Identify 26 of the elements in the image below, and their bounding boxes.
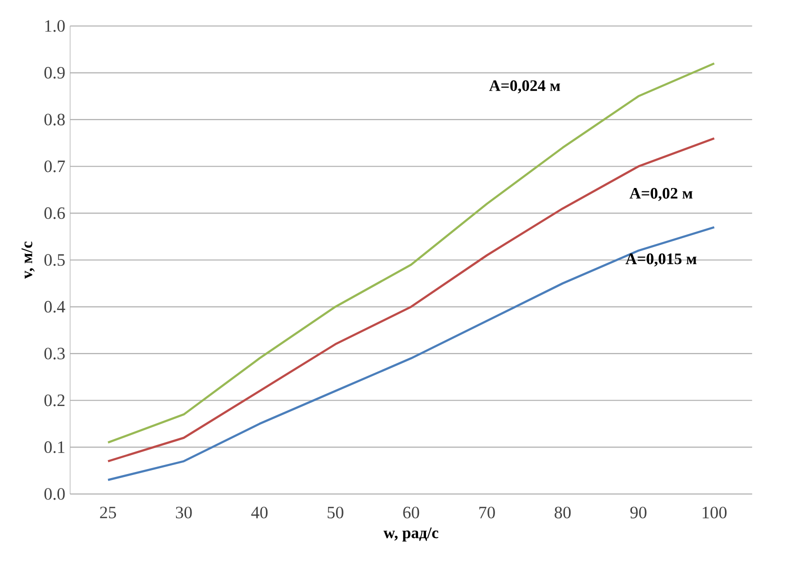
x-tick-label: 40 (251, 506, 268, 518)
text: A=0,024 м (489, 80, 560, 94)
y-tick-label: 0.4 (44, 300, 66, 313)
y-tick-label: 0.9 (44, 66, 65, 79)
x-tick-label: 90 (630, 506, 646, 518)
y-tick-label: 0.5 (44, 254, 65, 266)
x-tick-label: 70 (479, 506, 495, 518)
x-tick-label: 80 (554, 506, 571, 518)
line-series (106, 62, 716, 444)
x-tick-label: 25 (100, 506, 116, 518)
y-tick-label: 0.6 (44, 207, 65, 220)
x-tick-label: 60 (403, 506, 420, 518)
series-label: A=0,015 м (626, 253, 696, 267)
y-tick-label: 0.8 (44, 114, 65, 126)
x-axis-title: w, рад/с (384, 528, 438, 542)
x-tick-label: 50 (328, 506, 344, 518)
y-tick-label: 0.2 (44, 394, 64, 406)
x-tick-label: 100 (702, 506, 727, 518)
series-label: A=0,02 м (630, 188, 692, 202)
y-tick-label: 0.0 (44, 488, 65, 500)
y-tick-label: 0.3 (44, 348, 65, 360)
y-axis-title: v, м/с (22, 242, 35, 279)
x-tick-label: 30 (176, 506, 192, 518)
y-tick-label: 0.7 (44, 160, 65, 172)
y-tick-label: 0.1 (44, 441, 64, 454)
y-tick-label: 1.0 (45, 20, 65, 32)
